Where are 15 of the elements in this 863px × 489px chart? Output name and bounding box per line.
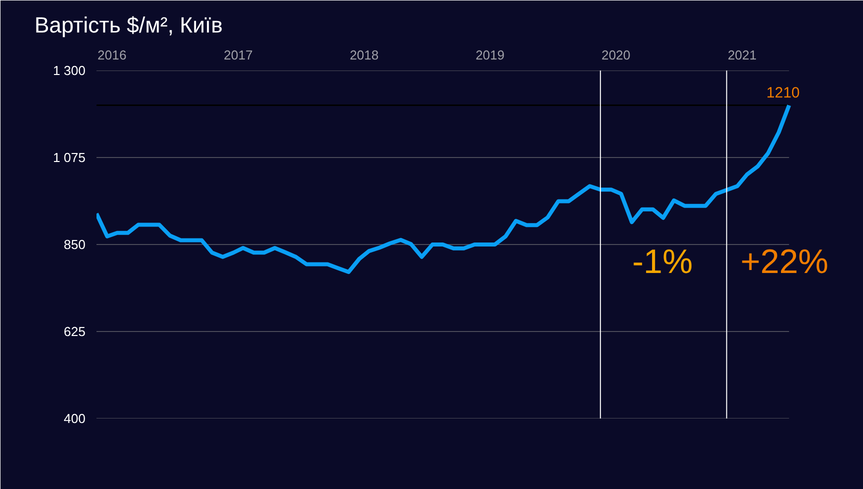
x-tick-label: 2019 [476, 48, 505, 62]
x-tick-label: 2017 [224, 48, 253, 62]
y-tick-label: 625 [64, 324, 86, 339]
data-label: 1210 [766, 84, 800, 102]
x-tick-label: 2016 [98, 48, 126, 62]
x-tick-label: 2018 [350, 48, 379, 62]
x-tick-label: 2021 [728, 48, 757, 62]
x-tick-label: 2020 [601, 48, 630, 62]
y-tick-label: 1 300 [52, 63, 86, 78]
y-tick-label: 1 075 [52, 150, 86, 165]
y-tick-label: 850 [64, 237, 86, 252]
annotation: -1% [632, 242, 693, 281]
y-tick-label: 400 [64, 411, 86, 426]
annotation: +22% [740, 242, 828, 281]
chart-title: Вартість $/м², Київ [34, 12, 223, 38]
